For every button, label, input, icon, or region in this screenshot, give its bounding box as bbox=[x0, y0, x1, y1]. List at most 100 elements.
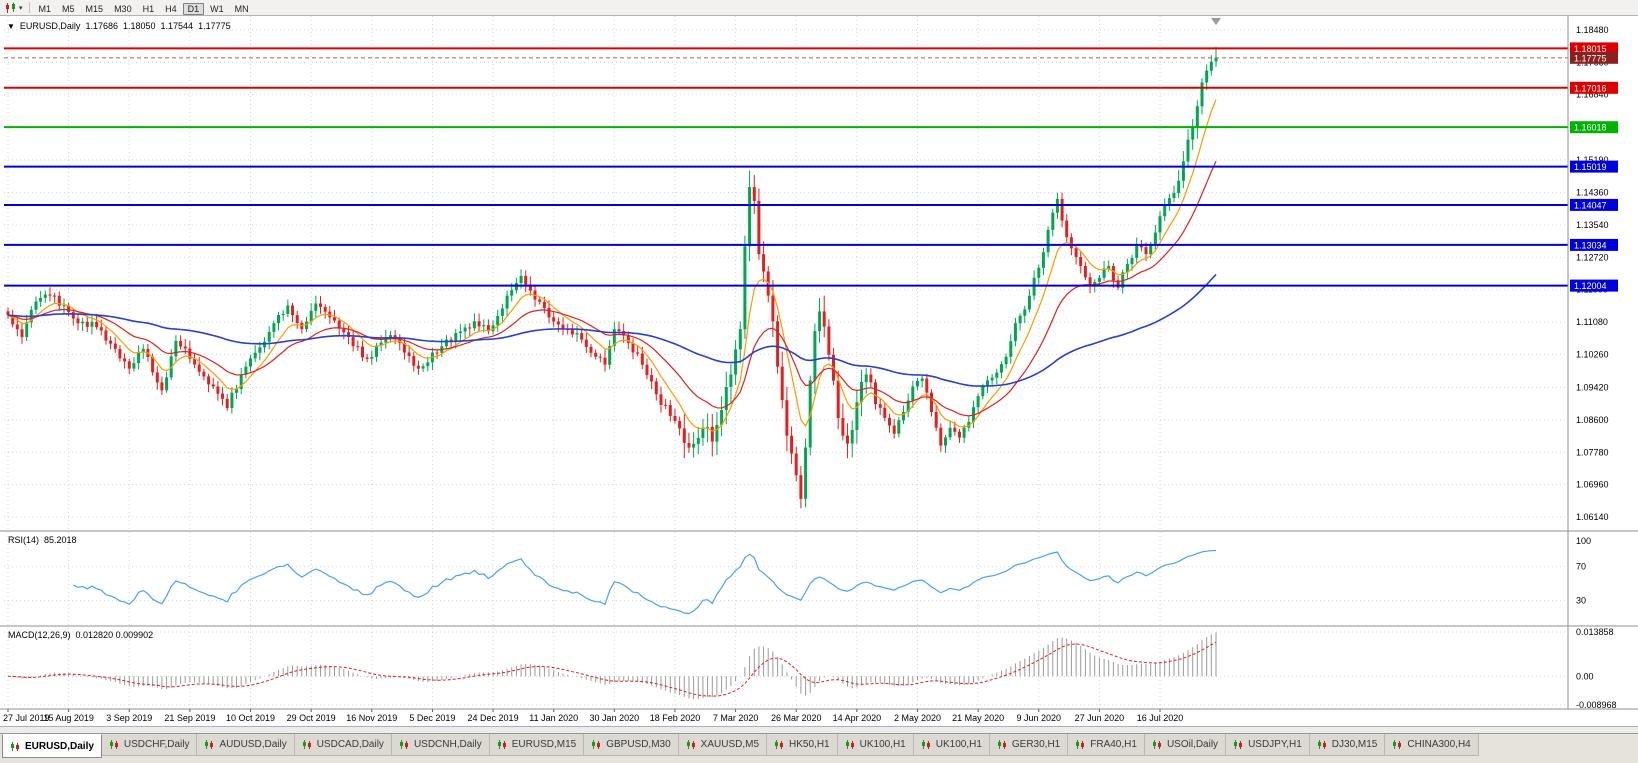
chart-shift-marker bbox=[1211, 18, 1221, 25]
timeframe-button-h4[interactable]: H4 bbox=[165, 3, 177, 14]
mini-chart-icon bbox=[109, 739, 120, 750]
rsi-label: RSI(14) bbox=[8, 535, 40, 545]
ohlc-open: 1.17686 bbox=[85, 21, 118, 31]
mini-chart-icon bbox=[1233, 739, 1244, 750]
svg-text:7 Mar 2020: 7 Mar 2020 bbox=[713, 713, 759, 723]
svg-text:0.013858: 0.013858 bbox=[1576, 627, 1614, 637]
svg-text:29 Oct 2019: 29 Oct 2019 bbox=[287, 713, 336, 723]
svg-text:70: 70 bbox=[1576, 562, 1586, 572]
svg-text:1.12720: 1.12720 bbox=[1576, 252, 1609, 262]
svg-text:27 Jul 2019: 27 Jul 2019 bbox=[3, 713, 50, 723]
timeframe-button-m5[interactable]: M5 bbox=[62, 3, 75, 14]
timeframe-toolbar: ▾ M1 M5 M15 M30 H1 H4 D1 W1 MN bbox=[0, 0, 1638, 16]
mini-chart-icon bbox=[845, 739, 856, 750]
chart-tab-fra40-h1[interactable]: FRA40,H1 bbox=[1068, 734, 1145, 756]
ohlc-high: 1.18050 bbox=[122, 21, 156, 31]
svg-text:1.08600: 1.08600 bbox=[1576, 415, 1609, 425]
timeframe-button-m15[interactable]: M15 bbox=[85, 3, 104, 14]
chart-tab-xauusd-m5[interactable]: XAUUSD,M5 bbox=[678, 734, 768, 756]
mini-chart-icon bbox=[921, 739, 932, 750]
symbol-dropdown-icon[interactable]: ▼ bbox=[7, 22, 15, 31]
chart-tab-ger30-h1[interactable]: GER30,H1 bbox=[989, 734, 1069, 756]
svg-text:1.16018: 1.16018 bbox=[1574, 123, 1607, 133]
ohlc-close: 1.17775 bbox=[198, 21, 231, 31]
svg-text:21 May 2020: 21 May 2020 bbox=[952, 713, 1004, 723]
svg-text:1.15190: 1.15190 bbox=[1576, 155, 1609, 165]
chart-tab-eurusd-m15[interactable]: EURUSD,M15 bbox=[489, 734, 585, 756]
chart-tab-dj30-m15[interactable]: DJ30,M15 bbox=[1309, 734, 1386, 756]
svg-text:1.15019: 1.15019 bbox=[1574, 162, 1607, 172]
macd-signal-line bbox=[7, 641, 1217, 697]
chart-tab-usoil-daily[interactable]: USOil,Daily bbox=[1144, 734, 1227, 756]
svg-text:1.06140: 1.06140 bbox=[1576, 512, 1609, 522]
chart-type-dropdown-icon[interactable]: ▾ bbox=[19, 4, 23, 12]
chart-title: ▼ EURUSD,Daily 1.17686 1.18050 1.17544 1.1777… bbox=[7, 21, 236, 31]
chart-tab-gbpusd-m30[interactable]: GBPUSD,M30 bbox=[584, 734, 679, 756]
chart-tab-usdcnh-daily[interactable]: USDCNH,Daily bbox=[391, 734, 490, 756]
svg-text:15 Aug 2019: 15 Aug 2019 bbox=[43, 713, 94, 723]
timeframe-button-w1[interactable]: W1 bbox=[210, 3, 224, 14]
timeframe-button-d1[interactable]: D1 bbox=[182, 2, 205, 15]
chart-tab-usdjpy-h1[interactable]: USDJPY,H1 bbox=[1226, 734, 1310, 756]
svg-text:21 Sep 2019: 21 Sep 2019 bbox=[164, 713, 215, 723]
timeframe-button-m30[interactable]: M30 bbox=[114, 3, 132, 14]
chart-type-icon[interactable] bbox=[4, 2, 17, 14]
chart-tab-label: USOil,Daily bbox=[1166, 739, 1219, 750]
chart-tab-uk100-h1[interactable]: UK100,H1 bbox=[913, 734, 990, 756]
svg-text:1.14360: 1.14360 bbox=[1576, 188, 1609, 198]
mini-chart-icon bbox=[686, 739, 697, 750]
macd-value: 0.012820 0.009902 bbox=[75, 630, 154, 640]
chart-tab-label: XAUUSD,M5 bbox=[700, 739, 760, 750]
mini-chart-icon bbox=[204, 739, 215, 750]
mini-chart-icon bbox=[1152, 739, 1163, 750]
chart-tab-label: EURUSD,M15 bbox=[511, 739, 577, 750]
timeframe-button-h1[interactable]: H1 bbox=[142, 3, 155, 14]
chart-tab-hk50-h1[interactable]: HK50,H1 bbox=[767, 734, 838, 756]
svg-text:1.13034: 1.13034 bbox=[1574, 240, 1607, 250]
chart-tab-china300-h4[interactable]: CHINA300,H4 bbox=[1385, 734, 1479, 756]
svg-text:1.10260: 1.10260 bbox=[1576, 349, 1609, 359]
rsi-panel-label: RSI(14) 85.2018 bbox=[8, 535, 77, 545]
svg-text:14 Apr 2020: 14 Apr 2020 bbox=[833, 713, 882, 723]
chart-tab-uk100-h1[interactable]: UK100,H1 bbox=[837, 734, 914, 756]
mini-chart-icon bbox=[399, 739, 410, 750]
grid-lines bbox=[4, 16, 1568, 709]
chart-tab-label: AUDUSD,Daily bbox=[219, 739, 287, 750]
chart-tab-audusd-daily[interactable]: AUDUSD,Daily bbox=[197, 734, 295, 756]
chart-tab-label: FRA40,H1 bbox=[1090, 739, 1137, 750]
chart-tab-label: USDCHF,Daily bbox=[123, 739, 190, 750]
chart-tab-label: HK50,H1 bbox=[789, 739, 830, 750]
svg-text:26 Mar 2020: 26 Mar 2020 bbox=[771, 713, 822, 723]
svg-text:30: 30 bbox=[1576, 596, 1586, 606]
mini-chart-icon bbox=[997, 739, 1008, 750]
chart-tab-label: UK100,H1 bbox=[935, 739, 982, 750]
svg-text:100: 100 bbox=[1576, 536, 1591, 546]
svg-text:1.14047: 1.14047 bbox=[1574, 200, 1607, 210]
ohlc-low: 1.17544 bbox=[160, 21, 194, 31]
mini-chart-icon bbox=[591, 739, 602, 750]
chart-canvas[interactable]: 1.184801.176601.168401.160201.151901.143… bbox=[0, 16, 1638, 727]
toolbar-separator bbox=[28, 2, 30, 13]
macd-panel-label: MACD(12,26,9) 0.012820 0.009902 bbox=[8, 630, 153, 640]
svg-text:-0.008968: -0.008968 bbox=[1576, 700, 1617, 710]
chart-tab-label: GER30,H1 bbox=[1011, 739, 1061, 750]
svg-text:1.17016: 1.17016 bbox=[1574, 83, 1607, 93]
mini-chart-icon bbox=[774, 739, 785, 750]
chart-tab-label: GBPUSD,M30 bbox=[606, 739, 671, 750]
timeframe-button-mn[interactable]: MN bbox=[234, 3, 249, 14]
chart-tab-usdchf-daily[interactable]: USDCHF,Daily bbox=[101, 734, 198, 756]
timeframe-button-m1[interactable]: M1 bbox=[38, 3, 52, 14]
chart-tab-label: USDCAD,Daily bbox=[316, 739, 384, 750]
rsi-value: 85.2018 bbox=[44, 535, 77, 545]
moving-average-8 bbox=[7, 99, 1217, 432]
chart-tab-label: USDCNH,Daily bbox=[413, 739, 482, 750]
svg-text:1.06960: 1.06960 bbox=[1576, 480, 1609, 490]
svg-text:10 Oct 2019: 10 Oct 2019 bbox=[226, 713, 275, 723]
svg-text:0.00: 0.00 bbox=[1576, 671, 1594, 681]
mini-chart-icon bbox=[1317, 739, 1328, 750]
chart-tab-usdcad-daily[interactable]: USDCAD,Daily bbox=[294, 734, 392, 756]
svg-text:16 Jul 2020: 16 Jul 2020 bbox=[1137, 713, 1184, 723]
svg-text:9 Jun 2020: 9 Jun 2020 bbox=[1016, 713, 1061, 723]
chart-tab-eurusd-daily[interactable]: EURUSD,Daily bbox=[2, 734, 102, 758]
